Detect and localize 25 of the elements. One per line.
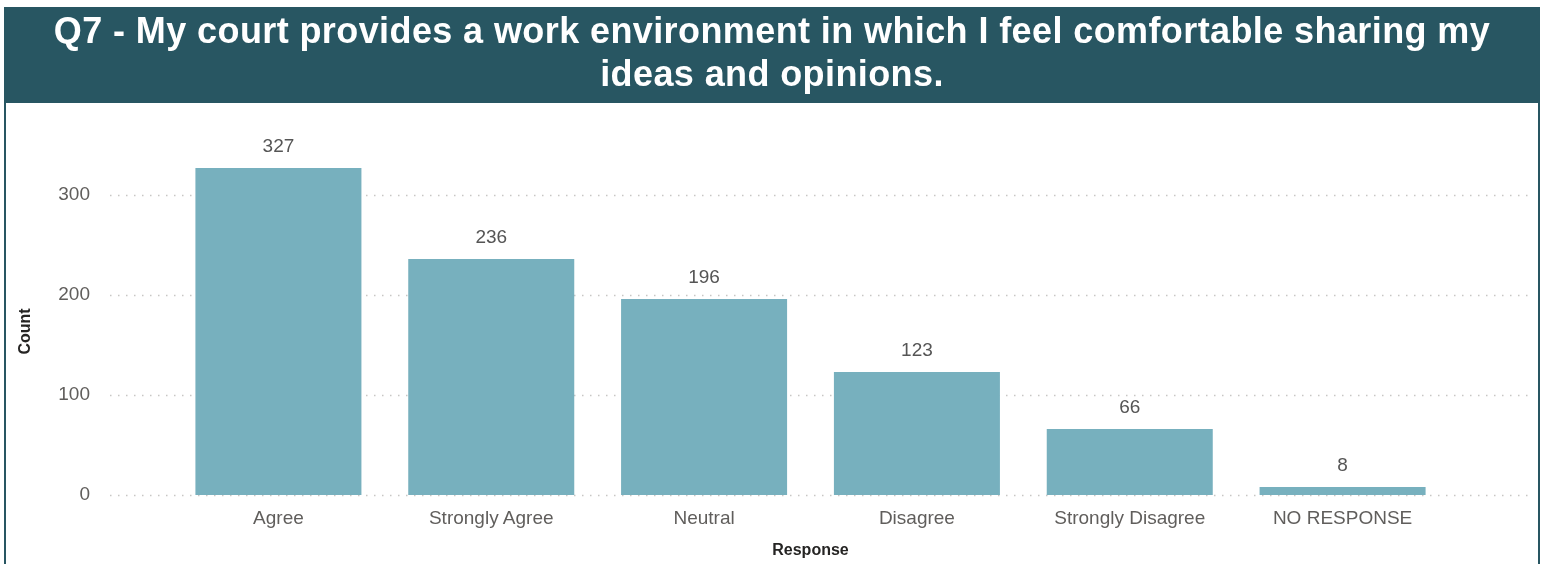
bar — [408, 259, 575, 495]
data-label: 236 — [475, 225, 508, 247]
x-axis-title: Response — [772, 540, 849, 558]
bar — [1046, 429, 1213, 495]
data-label: 196 — [688, 265, 720, 287]
bar — [195, 168, 362, 495]
x-tick-label: Strongly Disagree — [1054, 506, 1206, 528]
bar — [833, 372, 1000, 495]
y-axis-title: Count — [16, 307, 34, 355]
y-tick-label: 300 — [58, 183, 90, 205]
bar — [1259, 487, 1426, 495]
x-tick-label: Disagree — [878, 506, 955, 528]
data-label: 327 — [262, 134, 295, 156]
data-label: 123 — [901, 338, 933, 360]
data-label: 66 — [1119, 395, 1141, 417]
x-tick-label: Agree — [253, 506, 304, 528]
x-tick-label: Strongly Agree — [428, 506, 554, 528]
x-tick-label: Neutral — [673, 506, 735, 528]
data-label: 8 — [1337, 453, 1348, 475]
chart-title: Q7 - My court provides a work environment in which I feel comfortable sharing my ideas and opinions. — [52, 9, 1492, 95]
y-tick-label: 100 — [58, 383, 90, 405]
x-tick-label: NO RESPONSE — [1272, 506, 1413, 528]
y-tick-label: 200 — [58, 283, 90, 305]
y-tick-label: 0 — [79, 483, 90, 505]
bar — [621, 299, 788, 495]
